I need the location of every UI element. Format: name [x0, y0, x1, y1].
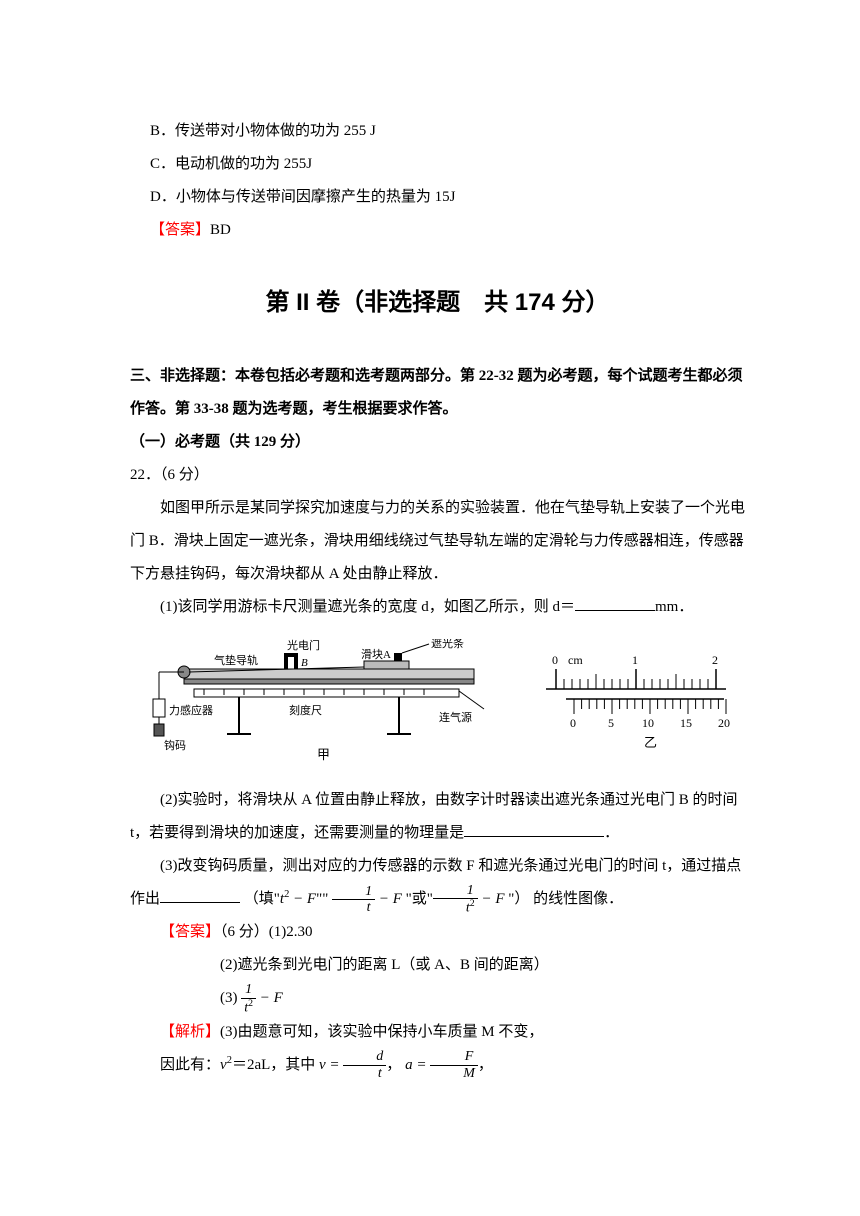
answer2-line3: (3) 1t2 − F — [220, 982, 745, 1015]
q22-sub1-text: (1)该同学用游标卡尺测量遮光条的宽度 d，如图乙所示，则 d＝ — [160, 599, 575, 615]
svg-text:1: 1 — [632, 653, 638, 667]
svg-text:20: 20 — [718, 716, 730, 730]
answer-line-1: 【答案】BD — [150, 214, 745, 247]
analysis: 【解析】(3)由题意可知，该实验中保持小车质量 M 不变， — [130, 1016, 745, 1049]
answer2-line2: (2)遮光条到光电门的距离 L（或 A、B 间的距离） — [220, 949, 745, 982]
option-c: C．电动机做的功为 255J — [150, 148, 745, 181]
sep2: "或" — [406, 891, 433, 907]
answer2-header: （6 分）(1)2.30 — [220, 924, 313, 940]
svg-text:cm: cm — [568, 653, 583, 667]
sub-section: （一）必考题（共 129 分） — [130, 426, 745, 459]
q22-para1: 如图甲所示是某同学探究加速度与力的关系的实验装置．他在气垫导轨上安装了一个光电门… — [130, 492, 745, 591]
answer2: 【答案】（6 分）(1)2.30 — [130, 916, 745, 949]
answer2-label: 【答案】 — [160, 924, 220, 940]
svg-text:5: 5 — [608, 716, 614, 730]
frac-1-t: 1t — [332, 884, 375, 916]
q22-sub1: (1)该同学用游标卡尺测量遮光条的宽度 d，如图乙所示，则 d＝ mm． — [130, 591, 745, 624]
eq-v: v — [220, 1057, 227, 1073]
svg-text:气垫导轨: 气垫导轨 — [214, 653, 258, 667]
analysis-line2-pre: 因此有： — [160, 1057, 220, 1073]
frac-1-t2: 1t2 — [433, 883, 478, 916]
fill-end: "） — [508, 891, 529, 907]
q22-sub2-text: (2)实验时，将滑块从 A 位置由静止释放，由数字计时器读出遮光条通过光电门 B… — [130, 792, 738, 841]
fill-prefix: （填" — [244, 891, 280, 907]
q22-number: 22．（6 分） — [130, 459, 745, 492]
opt3-post: − F — [478, 891, 509, 907]
eq-mid: ＝2aL，其中 — [232, 1057, 319, 1073]
blank-1 — [575, 593, 655, 611]
svg-text:滑块A: 滑块A — [361, 648, 391, 661]
answer-label: 【答案】 — [150, 222, 210, 238]
svg-text:2: 2 — [712, 653, 718, 667]
svg-text:光电门: 光电门 — [287, 639, 320, 652]
diagram-row: 光电门 气垫导轨 B 滑块A 遮光条 力感应器 刻度尺 连气源 钩码 甲 0 c… — [130, 639, 745, 769]
frac-ans3: 1t2 — [241, 982, 256, 1015]
svg-text:连气源: 连气源 — [439, 710, 472, 724]
sep1: "" — [316, 891, 332, 907]
eq-end: ， — [478, 1057, 493, 1073]
svg-text:0: 0 — [552, 653, 558, 667]
blank-3 — [160, 885, 240, 903]
eq-comma: ， — [386, 1057, 405, 1073]
opt1-post: − F — [289, 891, 316, 907]
q22-sub2-end: ． — [604, 825, 619, 841]
frac-f-m: FM — [430, 1049, 478, 1081]
q22-sub3: (3)改变钩码质量，测出对应的力传感器的示数 F 和遮光条通过光电门的时间 t，… — [130, 850, 745, 916]
opt2-post: − F — [375, 891, 406, 907]
q22-sub2: (2)实验时，将滑块从 A 位置由静止释放，由数字计时器读出遮光条通过光电门 B… — [130, 784, 745, 850]
svg-text:0: 0 — [570, 716, 576, 730]
svg-text:乙: 乙 — [644, 735, 657, 750]
q22-sub3-post: 的线性图像． — [533, 891, 623, 907]
apparatus-diagram: 光电门 气垫导轨 B 滑块A 遮光条 力感应器 刻度尺 连气源 钩码 甲 — [139, 639, 499, 769]
analysis-text: (3)由题意可知，该实验中保持小车质量 M 不变， — [220, 1024, 543, 1040]
svg-text:力感应器: 力感应器 — [169, 703, 213, 717]
svg-text:B: B — [301, 657, 308, 669]
vernier-diagram: 0 cm 1 2 0 5 10 15 20 乙 — [536, 649, 736, 759]
analysis-line2: 因此有：v2＝2aL，其中 v = dt， a = FM， — [130, 1049, 745, 1082]
option-d: D．小物体与传送带间因摩擦产生的热量为 15J — [150, 181, 745, 214]
q22-sub1-unit: mm． — [655, 599, 693, 615]
svg-text:遮光条: 遮光条 — [431, 639, 464, 650]
option-b: B．传送带对小物体做的功为 255 J — [150, 115, 745, 148]
svg-text:钩码: 钩码 — [164, 738, 186, 752]
svg-text:15: 15 — [680, 716, 692, 730]
instructions: 三、非选择题：本卷包括必考题和选考题两部分。第 22-32 题为必考题，每个试题… — [130, 360, 745, 426]
analysis-label: 【解析】 — [160, 1024, 220, 1040]
svg-text:10: 10 — [642, 716, 654, 730]
frac-d-t: dt — [343, 1049, 386, 1081]
svg-text:刻度尺: 刻度尺 — [289, 703, 322, 717]
svg-text:甲: 甲 — [317, 747, 330, 762]
section-title: 第 II 卷（非选择题 共 174 分） — [130, 277, 745, 330]
answer-value: BD — [210, 222, 231, 238]
blank-2 — [464, 819, 604, 837]
